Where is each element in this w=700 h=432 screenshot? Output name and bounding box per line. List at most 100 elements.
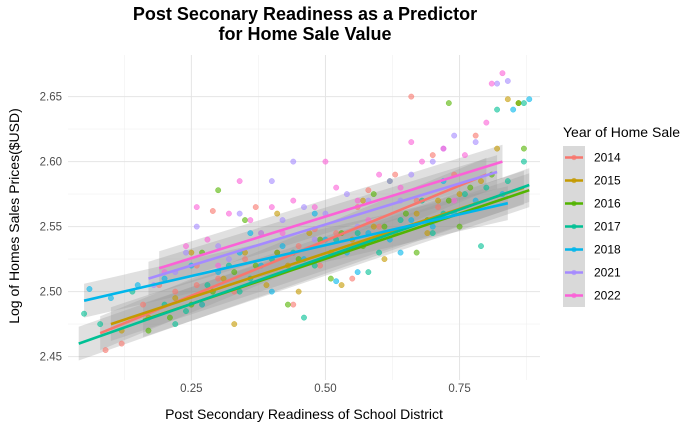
data-point-2018 bbox=[408, 217, 415, 224]
data-point-2017 bbox=[521, 158, 527, 165]
legend-label-2015: 2015 bbox=[594, 174, 621, 188]
data-point-2022 bbox=[247, 217, 254, 224]
data-point-2016 bbox=[381, 223, 388, 230]
fit-lines bbox=[78, 160, 530, 345]
data-point-2014 bbox=[290, 301, 297, 308]
data-point-2021 bbox=[268, 178, 275, 185]
data-point-2015 bbox=[263, 282, 270, 288]
data-point-2017 bbox=[81, 310, 87, 317]
data-point-2021 bbox=[451, 132, 458, 139]
data-point-2015 bbox=[435, 197, 441, 204]
data-point-2014 bbox=[242, 256, 248, 262]
data-point-2014 bbox=[252, 204, 259, 211]
data-point-2021 bbox=[429, 158, 436, 165]
data-point-2021 bbox=[504, 78, 511, 84]
data-point-2022 bbox=[290, 197, 297, 204]
data-point-2022 bbox=[488, 80, 495, 87]
data-point-2017 bbox=[429, 230, 436, 237]
x-tick-label: 0.75 bbox=[448, 383, 470, 395]
data-point-2014 bbox=[408, 93, 415, 100]
data-point-2017 bbox=[397, 217, 404, 224]
data-point-2018 bbox=[510, 106, 517, 113]
legend-key-point-2021 bbox=[571, 269, 577, 276]
data-point-2018 bbox=[526, 96, 533, 103]
data-point-2022 bbox=[193, 204, 200, 211]
legend-key-point-2014 bbox=[571, 154, 577, 161]
data-point-2014 bbox=[215, 275, 222, 282]
data-point-2022 bbox=[268, 204, 275, 211]
data-point-2022 bbox=[440, 145, 447, 152]
data-point-2018 bbox=[311, 210, 318, 217]
data-point-2015 bbox=[338, 282, 345, 288]
data-point-2021 bbox=[344, 191, 350, 198]
legend-label-2022: 2022 bbox=[594, 289, 621, 303]
data-point-2014 bbox=[365, 187, 372, 194]
data-point-2014 bbox=[118, 340, 125, 347]
data-point-2022 bbox=[408, 139, 415, 146]
data-point-2015 bbox=[370, 223, 377, 230]
data-point-2015 bbox=[295, 288, 302, 295]
data-point-2022 bbox=[462, 152, 468, 159]
legend-key-point-2022 bbox=[571, 292, 577, 299]
data-point-2016 bbox=[231, 269, 238, 275]
data-point-2022 bbox=[499, 70, 506, 77]
y-tick-label: 2.45 bbox=[40, 352, 62, 364]
data-point-2016 bbox=[456, 223, 463, 230]
data-point-2016 bbox=[467, 184, 474, 191]
data-point-2014 bbox=[376, 223, 382, 230]
y-axis-title: Log of Homes Sales Prices($USD) bbox=[6, 108, 22, 324]
y-tick-label: 2.60 bbox=[40, 157, 62, 169]
data-point-2017 bbox=[483, 184, 490, 191]
data-point-2022 bbox=[311, 204, 318, 211]
data-point-2021 bbox=[183, 249, 189, 256]
data-point-2015 bbox=[360, 197, 366, 204]
chart-title-line-1: Post Seconary Readiness as a Predictor bbox=[133, 4, 477, 24]
data-point-2016 bbox=[145, 327, 152, 334]
fit-line-2018 bbox=[83, 201, 509, 302]
data-point-2015 bbox=[413, 210, 420, 217]
legend: Year of Home Sale 2014201520162017201820… bbox=[563, 124, 680, 307]
tick-labels: 0.25 0.50 0.75 2.45 2.50 2.55 2.60 2.65 bbox=[40, 92, 471, 395]
fit-line-2017 bbox=[78, 183, 530, 345]
data-point-2018 bbox=[86, 286, 93, 292]
data-point-2018 bbox=[247, 230, 254, 237]
data-point-2016 bbox=[167, 314, 173, 321]
data-point-2022 bbox=[483, 119, 490, 126]
data-point-2016 bbox=[445, 197, 452, 204]
data-point-2022 bbox=[322, 158, 329, 165]
data-point-2014 bbox=[140, 301, 146, 308]
y-tick-label: 2.55 bbox=[40, 222, 62, 234]
fit-line-2022 bbox=[158, 160, 503, 270]
data-point-2017 bbox=[365, 269, 372, 275]
y-tick-label: 2.65 bbox=[40, 92, 62, 104]
data-point-2022 bbox=[183, 243, 189, 250]
data-point-2016 bbox=[413, 249, 420, 256]
data-point-2022 bbox=[215, 262, 222, 269]
legend-label-2018: 2018 bbox=[594, 243, 621, 257]
x-tick-label: 0.50 bbox=[314, 383, 336, 395]
data-point-2016 bbox=[242, 217, 248, 224]
data-point-2016 bbox=[327, 275, 334, 282]
legend-key-point-2015 bbox=[571, 177, 577, 184]
data-point-2016 bbox=[403, 210, 409, 217]
data-point-2017 bbox=[494, 106, 500, 113]
data-point-2022 bbox=[354, 197, 361, 204]
data-point-2018 bbox=[333, 278, 340, 285]
data-point-2017 bbox=[354, 230, 361, 237]
data-point-2014 bbox=[392, 171, 399, 178]
legend-label-2021: 2021 bbox=[594, 266, 621, 280]
data-point-2022 bbox=[397, 184, 404, 191]
data-point-2021 bbox=[226, 256, 232, 262]
data-point-2018 bbox=[199, 301, 205, 308]
data-point-2016 bbox=[370, 191, 377, 198]
data-point-2017 bbox=[478, 243, 484, 250]
data-point-2022 bbox=[419, 158, 425, 165]
data-point-2017 bbox=[183, 308, 189, 314]
data-point-2022 bbox=[236, 178, 243, 185]
data-point-2018 bbox=[279, 243, 286, 250]
data-point-2021 bbox=[494, 80, 500, 87]
legend-key-point-2016 bbox=[571, 200, 577, 207]
data-point-2018 bbox=[268, 288, 275, 295]
